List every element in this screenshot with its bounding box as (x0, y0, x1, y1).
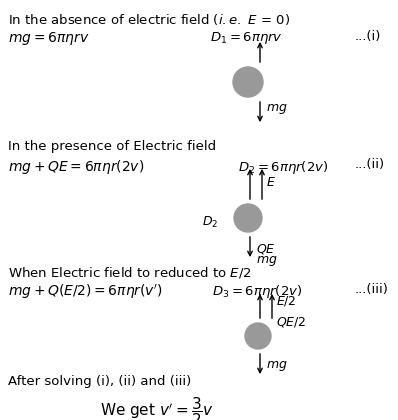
Text: $D_3 = 6\pi\eta r(2v)$: $D_3 = 6\pi\eta r(2v)$ (212, 283, 302, 300)
Text: $D_2$: $D_2$ (202, 215, 218, 230)
Circle shape (245, 323, 271, 349)
Circle shape (234, 204, 262, 232)
Text: $mg$: $mg$ (256, 254, 278, 268)
Text: $E/2$: $E/2$ (276, 294, 296, 308)
Text: $mg$: $mg$ (266, 359, 288, 373)
Text: In the absence of electric field ($i.e.$ $E$ = 0): In the absence of electric field ($i.e.$… (8, 12, 290, 27)
Text: $E$: $E$ (266, 176, 276, 189)
Text: $mg = 6\pi\eta rv$: $mg = 6\pi\eta rv$ (8, 30, 90, 47)
Text: $D_1 = 6\pi\eta rv$: $D_1 = 6\pi\eta rv$ (210, 30, 283, 46)
Text: $mg + Q(E/2) = 6\pi\eta r(v')$: $mg + Q(E/2) = 6\pi\eta r(v')$ (8, 283, 163, 301)
Text: After solving (i), (ii) and (iii): After solving (i), (ii) and (iii) (8, 375, 191, 388)
Text: $mg$: $mg$ (266, 102, 288, 116)
Text: ...(i): ...(i) (355, 30, 381, 43)
Text: $QE/2$: $QE/2$ (276, 315, 306, 329)
Circle shape (233, 67, 263, 97)
Text: $mg + QE = 6\pi\eta r(2v)$: $mg + QE = 6\pi\eta r(2v)$ (8, 158, 144, 176)
Text: $QE$: $QE$ (256, 242, 276, 256)
Text: In the presence of Electric field: In the presence of Electric field (8, 140, 216, 153)
Text: ...(ii): ...(ii) (355, 158, 385, 171)
Text: We get $v' = \dfrac{3}{2}v$: We get $v' = \dfrac{3}{2}v$ (100, 395, 214, 420)
Text: When Electric field to reduced to $E/2$: When Electric field to reduced to $E/2$ (8, 265, 251, 280)
Text: ...(iii): ...(iii) (355, 283, 389, 296)
Text: $D_2 = 6\pi\eta r(2v)$: $D_2 = 6\pi\eta r(2v)$ (238, 159, 328, 176)
